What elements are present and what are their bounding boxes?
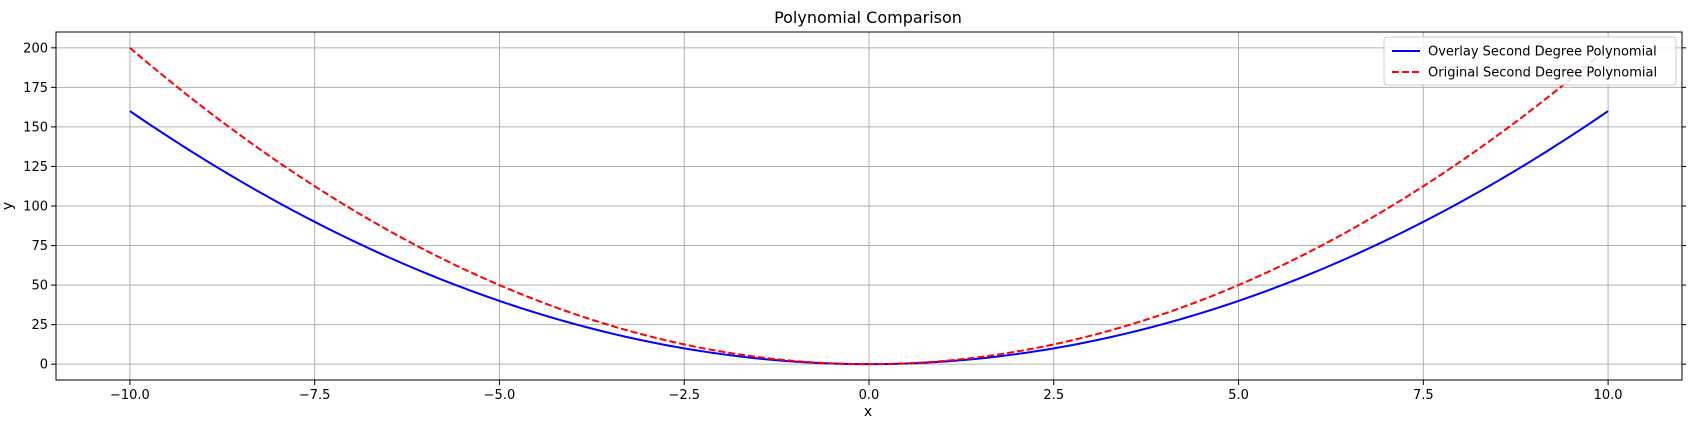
x-axis-label: x bbox=[864, 404, 872, 420]
y-tick-label: 200 bbox=[23, 41, 48, 56]
grid bbox=[56, 32, 1682, 380]
chart-title: Polynomial Comparison bbox=[774, 8, 962, 27]
y-tick-label: 100 bbox=[23, 200, 48, 215]
y-tick-label: 175 bbox=[23, 81, 48, 96]
y-tick-label: 75 bbox=[31, 239, 48, 254]
x-tick-label: 10.0 bbox=[1594, 388, 1623, 403]
y-tick-label: 25 bbox=[31, 318, 48, 333]
x-tick-label: −2.5 bbox=[668, 388, 700, 403]
y-tick-label: 50 bbox=[31, 279, 48, 294]
x-tick-label: 0.0 bbox=[859, 388, 880, 403]
y-tick-label: 0 bbox=[40, 358, 48, 373]
x-tick-label: −7.5 bbox=[299, 388, 331, 403]
x-tick-label: 2.5 bbox=[1043, 388, 1064, 403]
x-tick-label: 5.0 bbox=[1228, 388, 1249, 403]
y-axis-label: y bbox=[0, 202, 16, 210]
plot-area bbox=[129, 47, 1609, 366]
y-tick-label: 150 bbox=[23, 120, 48, 135]
ticks: −10.0 −7.5 −5.0 −2.5 0.0 2.5 5.0 7.5 10.0 0 25 50 75… bbox=[23, 41, 1686, 403]
legend-label-2: Original Second Degree Polynomial bbox=[1428, 66, 1657, 81]
x-tick-label: −5.0 bbox=[484, 388, 516, 403]
legend-label-1: Overlay Second Degree Polynomial bbox=[1428, 45, 1657, 60]
x-tick-label: 7.5 bbox=[1413, 388, 1434, 403]
y-tick-label: 125 bbox=[23, 160, 48, 175]
legend: Overlay Second Degree Polynomial Original… bbox=[1383, 36, 1677, 86]
legend-box bbox=[1383, 36, 1677, 86]
x-tick-label: −10.0 bbox=[110, 388, 150, 403]
